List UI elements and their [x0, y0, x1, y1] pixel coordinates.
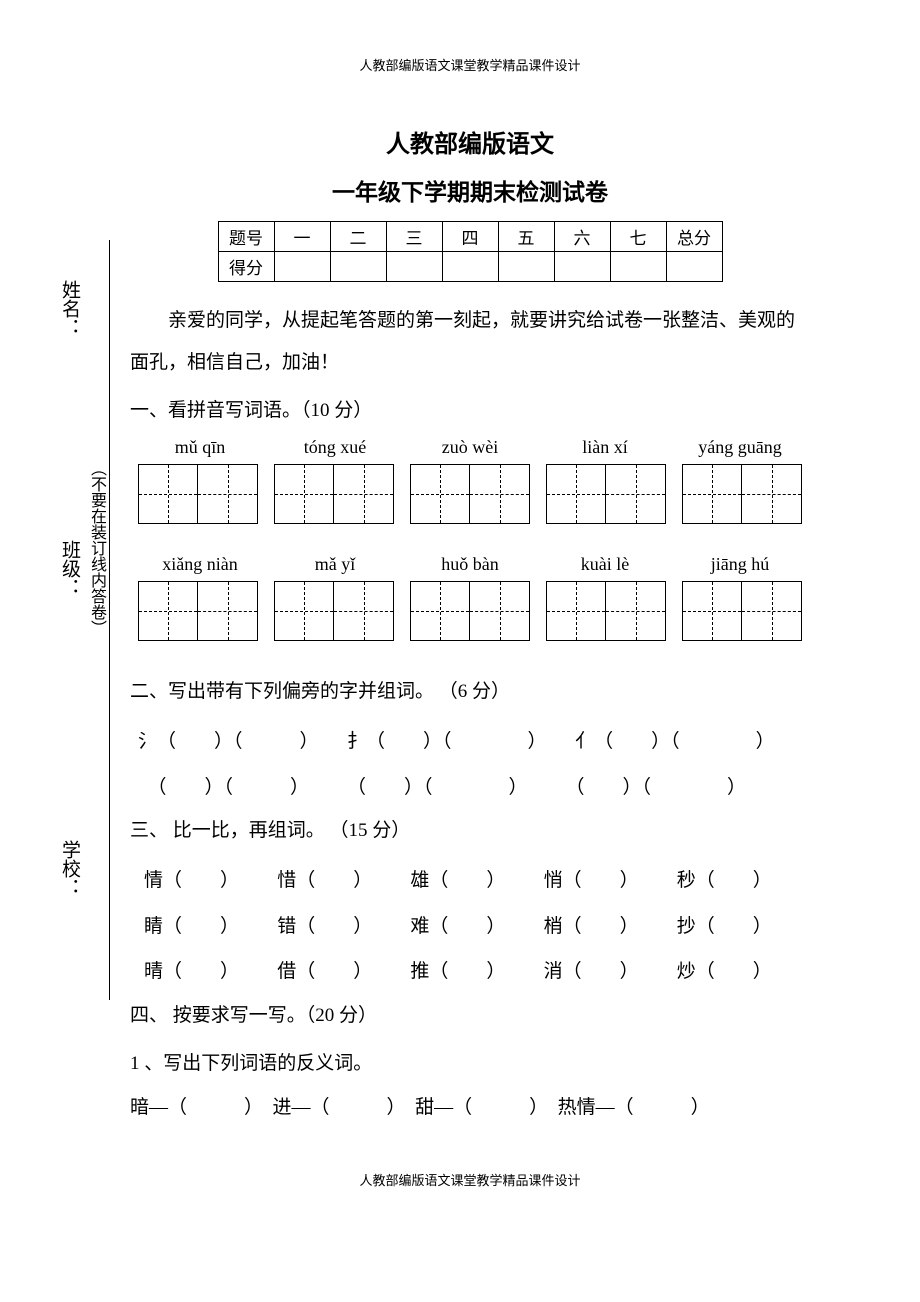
score-cell	[666, 252, 722, 282]
score-cell	[442, 252, 498, 282]
antonym-word: 热情	[558, 1097, 596, 1118]
compare-row: 情（ ） 惜（ ） 雄（ ） 悄（ ） 秒（ ）	[130, 858, 810, 904]
pinyin: yáng guāng	[680, 437, 800, 458]
char-box	[410, 464, 530, 524]
char-box	[138, 464, 258, 524]
page-content: 人教部编版语文课堂教学精品课件设计 人教部编版语文 一年级下学期期末检测试卷 题…	[130, 55, 810, 1189]
pinyin: huǒ bàn	[410, 554, 530, 575]
radical: 氵	[138, 731, 157, 752]
score-cell	[498, 252, 554, 282]
char: 惜	[277, 870, 296, 891]
th-4: 四	[442, 222, 498, 252]
char-box	[274, 464, 394, 524]
char: 抄	[677, 916, 696, 937]
q3-heading: 三、 比一比，再组词。 （15 分）	[130, 810, 810, 852]
radical: 亻	[575, 731, 594, 752]
th-3: 三	[386, 222, 442, 252]
compare-row: 睛（ ） 错（ ） 难（ ） 梢（ ） 抄（ ）	[130, 904, 810, 950]
pinyin: kuài lè	[545, 554, 665, 575]
char-box	[546, 464, 666, 524]
class-label: 班级：	[56, 540, 83, 597]
pinyin: xiǎng niàn	[140, 554, 260, 575]
char: 梢	[544, 916, 563, 937]
score-cell	[330, 252, 386, 282]
radical-row-2: （ ）（ ） （ ）（ ） （ ）（ ）	[130, 765, 810, 811]
th-5: 五	[498, 222, 554, 252]
antonym-word: 暗	[130, 1097, 149, 1118]
char: 推	[410, 961, 429, 982]
th-7: 七	[610, 222, 666, 252]
char: 错	[277, 916, 296, 937]
th-total: 总分	[666, 222, 722, 252]
table-row: 得分	[218, 252, 722, 282]
binding-margin: 姓名： 班级： （不要在装订线内答卷） 学校：	[50, 240, 110, 1000]
binding-note: （不要在装订线内答卷）	[84, 460, 108, 636]
char: 睛	[144, 916, 163, 937]
char: 情	[144, 870, 163, 891]
th-6: 六	[554, 222, 610, 252]
page-header: 人教部编版语文课堂教学精品课件设计	[130, 55, 810, 74]
name-label: 姓名：	[56, 280, 83, 337]
char-box	[138, 581, 258, 641]
intro-text: 亲爱的同学，从提起笔答题的第一刻起，就要讲究给试卷一张整洁、美观的面孔，相信自己…	[130, 300, 810, 384]
pinyin-row-2: xiǎng niàn mǎ yǐ huǒ bàn kuài lè jiāng h…	[130, 554, 810, 575]
q4-heading: 四、 按要求写一写。（20 分）	[130, 995, 810, 1037]
score-label: 得分	[218, 252, 274, 282]
score-table: 题号 一 二 三 四 五 六 七 总分 得分	[218, 221, 723, 282]
antonym-row: 暗—（ ） 进—（ ） 甜—（ ） 热情—（ ）	[130, 1085, 810, 1131]
char-box	[274, 581, 394, 641]
table-row: 题号 一 二 三 四 五 六 七 总分	[218, 222, 722, 252]
score-cell	[610, 252, 666, 282]
char: 消	[544, 961, 563, 982]
char: 晴	[144, 961, 163, 982]
th-1: 一	[274, 222, 330, 252]
antonym-word: 进	[273, 1097, 292, 1118]
q1-heading: 一、看拼音写词语。（10 分）	[130, 390, 810, 432]
char: 雄	[410, 870, 429, 891]
char: 炒	[677, 961, 696, 982]
char: 秒	[677, 870, 696, 891]
main-title: 人教部编版语文	[130, 124, 810, 159]
q4-sub1: 1 、写出下列词语的反义词。	[130, 1043, 810, 1085]
char-box	[682, 581, 802, 641]
char-box	[546, 581, 666, 641]
q2-heading: 二、写出带有下列偏旁的字并组词。 （6 分）	[130, 671, 810, 713]
score-cell	[386, 252, 442, 282]
char: 难	[410, 916, 429, 937]
char: 悄	[544, 870, 563, 891]
score-cell	[274, 252, 330, 282]
char-boxes-row-2	[130, 581, 810, 641]
char-box	[682, 464, 802, 524]
pinyin: zuò wèi	[410, 437, 530, 458]
pinyin: mǎ yǐ	[275, 554, 395, 575]
school-label: 学校：	[56, 840, 83, 897]
compare-row: 晴（ ） 借（ ） 推（ ） 消（ ） 炒（ ）	[130, 949, 810, 995]
char-box	[410, 581, 530, 641]
antonym-word: 甜	[415, 1097, 434, 1118]
radical-row-1: 氵（ ）（ ） 扌（ ）（ ） 亻（ ）（ ）	[130, 719, 810, 765]
pinyin: tóng xué	[275, 437, 395, 458]
pinyin: jiāng hú	[680, 554, 800, 575]
sub-title: 一年级下学期期末检测试卷	[130, 173, 810, 207]
pinyin: liàn xí	[545, 437, 665, 458]
page-footer: 人教部编版语文课堂教学精品课件设计	[130, 1170, 810, 1189]
char-boxes-row-1	[130, 464, 810, 524]
pinyin: mǔ qīn	[140, 437, 260, 458]
pinyin-row-1: mǔ qīn tóng xué zuò wèi liàn xí yáng guā…	[130, 437, 810, 458]
th-2: 二	[330, 222, 386, 252]
th-label: 题号	[218, 222, 274, 252]
radical: 扌	[347, 731, 366, 752]
char: 借	[277, 961, 296, 982]
score-cell	[554, 252, 610, 282]
